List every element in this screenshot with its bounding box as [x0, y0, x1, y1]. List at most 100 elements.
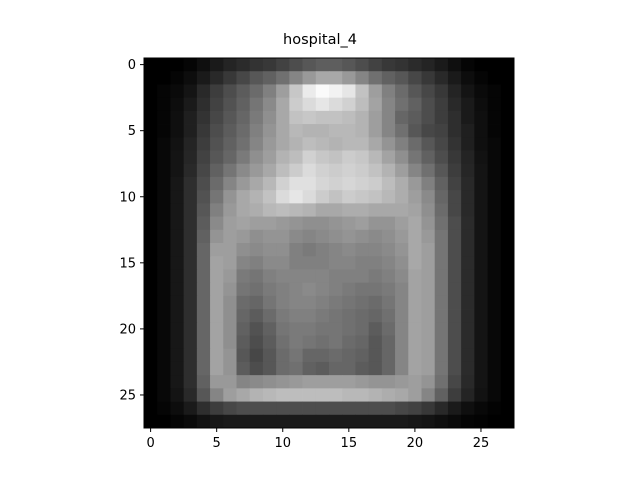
- heatmap-cell: [236, 176, 251, 191]
- heatmap-cell: [183, 375, 198, 389]
- heatmap-cell: [408, 137, 422, 151]
- heatmap-cell: [210, 176, 224, 191]
- heatmap-cell: [170, 216, 185, 231]
- heatmap-cell: [368, 176, 383, 191]
- heatmap-cell: [355, 176, 370, 191]
- heatmap-cell: [289, 137, 303, 151]
- heatmap-cell: [315, 124, 330, 138]
- heatmap-cell: [408, 309, 422, 323]
- heatmap-cell: [236, 58, 251, 72]
- heatmap-cell: [236, 97, 251, 112]
- heatmap-cell: [368, 388, 383, 402]
- heatmap-cell: [342, 203, 356, 217]
- heatmap-cell: [315, 282, 330, 297]
- heatmap-cell: [408, 216, 422, 231]
- heatmap-cell: [315, 269, 330, 284]
- heatmap-cell: [144, 71, 158, 85]
- heatmap-cell: [262, 137, 277, 151]
- heatmap-cell: [381, 110, 396, 125]
- heatmap-cell: [500, 361, 515, 376]
- heatmap-cell: [196, 229, 211, 244]
- heatmap-cell: [500, 150, 515, 165]
- heatmap-cell: [315, 110, 330, 125]
- heatmap-cell: [381, 335, 396, 350]
- heatmap-cell: [315, 309, 330, 323]
- heatmap-cell: [329, 190, 343, 204]
- heatmap-cell: [157, 401, 171, 416]
- heatmap-cell: [170, 84, 185, 99]
- heatmap-cell: [368, 163, 383, 178]
- heatmap-cell: [289, 388, 303, 402]
- heatmap-cell: [474, 84, 488, 99]
- heatmap-cell: [368, 295, 383, 310]
- heatmap-cell: [474, 269, 488, 284]
- heatmap-cell: [170, 203, 185, 217]
- heatmap-cell: [315, 176, 330, 191]
- heatmap-cell: [421, 348, 436, 363]
- heatmap-cell: [342, 190, 356, 204]
- heatmap-cell: [183, 110, 198, 125]
- heatmap-cell: [249, 414, 264, 429]
- heatmap-cell: [315, 150, 330, 165]
- heatmap-cell: [474, 361, 488, 376]
- heatmap-cell: [249, 203, 264, 217]
- heatmap-cell: [500, 309, 515, 323]
- heatmap-cell: [421, 243, 436, 257]
- heatmap-cell: [302, 388, 317, 402]
- heatmap-cell: [315, 137, 330, 151]
- heatmap-cell: [276, 269, 290, 284]
- heatmap-cell: [157, 361, 171, 376]
- heatmap-cell: [421, 414, 436, 429]
- heatmap-cell: [368, 137, 383, 151]
- heatmap-cell: [249, 84, 264, 99]
- heatmap-cell: [223, 322, 237, 336]
- heatmap-cell: [276, 282, 290, 297]
- heatmap-cell: [368, 150, 383, 165]
- heatmap-cell: [500, 190, 515, 204]
- heatmap-cell: [315, 322, 330, 336]
- heatmap-cell: [342, 137, 356, 151]
- heatmap-cell: [262, 71, 277, 85]
- heatmap-cell: [381, 163, 396, 178]
- heatmap-cell: [223, 348, 237, 363]
- heatmap-cell: [447, 282, 462, 297]
- heatmap-cell: [289, 348, 303, 363]
- heatmap-cell: [355, 229, 370, 244]
- heatmap-cell: [315, 71, 330, 85]
- heatmap-cell: [381, 150, 396, 165]
- heatmap-cell: [355, 256, 370, 270]
- heatmap-cell: [157, 84, 171, 99]
- heatmap-cell: [329, 401, 343, 416]
- heatmap-cell: [289, 97, 303, 112]
- heatmap-cell: [236, 414, 251, 429]
- heatmap-cell: [461, 388, 475, 402]
- heatmap-cell: [381, 58, 396, 72]
- heatmap-cell: [342, 375, 356, 389]
- heatmap-cell: [276, 401, 290, 416]
- heatmap-cell: [474, 256, 488, 270]
- heatmap-cell: [461, 190, 475, 204]
- heatmap-cell: [487, 97, 502, 112]
- heatmap-cell: [421, 124, 436, 138]
- heatmap-cell: [329, 375, 343, 389]
- heatmap-cell: [262, 163, 277, 178]
- heatmap-cell: [447, 71, 462, 85]
- heatmap-cell: [249, 137, 264, 151]
- heatmap-cell: [474, 243, 488, 257]
- heatmap-cell: [395, 309, 409, 323]
- heatmap-cell: [500, 322, 515, 336]
- heatmap-cell: [183, 348, 198, 363]
- heatmap-cell: [355, 335, 370, 350]
- heatmap-cell: [487, 150, 502, 165]
- heatmap-cell: [289, 71, 303, 85]
- heatmap-cell: [315, 295, 330, 310]
- heatmap-cell: [157, 348, 171, 363]
- heatmap-cell: [262, 150, 277, 165]
- heatmap-cell: [170, 375, 185, 389]
- heatmap-cell: [434, 401, 449, 416]
- heatmap-cell: [461, 163, 475, 178]
- heatmap-cell: [170, 110, 185, 125]
- heatmap-cell: [395, 282, 409, 297]
- heatmap-cell: [170, 58, 185, 72]
- heatmap-cell: [196, 110, 211, 125]
